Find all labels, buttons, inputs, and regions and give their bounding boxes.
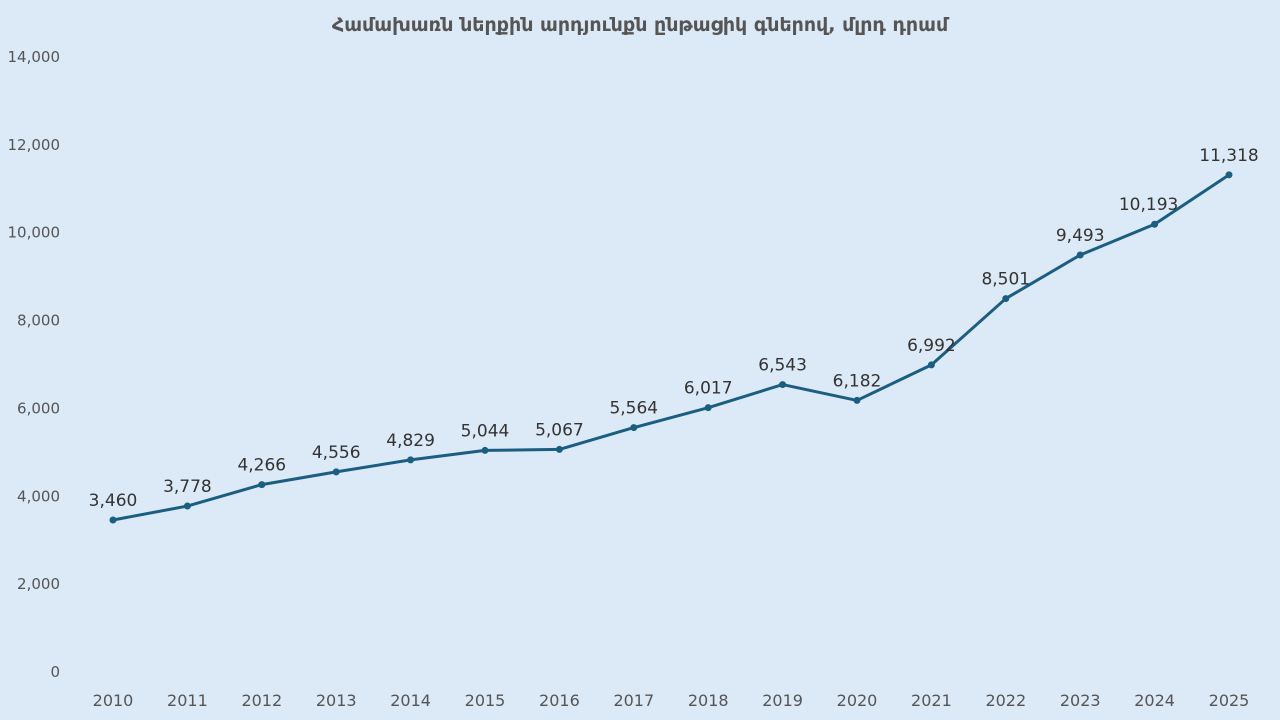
data-label: 5,564 (609, 399, 658, 419)
data-point (853, 396, 861, 404)
data-point (1225, 171, 1233, 179)
y-tick-label: 14,000 (8, 48, 61, 66)
x-tick-label: 2012 (241, 691, 282, 710)
x-tick-label: 2011 (167, 691, 208, 710)
data-point (704, 404, 712, 412)
y-tick-label: 4,000 (17, 487, 60, 505)
chart-title: Համախառն ներքին արդյունքն ընթացիկ գներով… (331, 14, 949, 36)
x-tick-label: 2022 (985, 691, 1026, 710)
y-tick-label: 12,000 (8, 136, 61, 154)
series-line (112, 173, 1230, 522)
data-label: 10,193 (1119, 195, 1178, 215)
data-label: 9,493 (1056, 226, 1105, 246)
data-label: 11,318 (1199, 146, 1258, 166)
x-tick-label: 2013 (316, 691, 357, 710)
x-tick-label: 2024 (1134, 691, 1175, 710)
data-label: 5,044 (461, 421, 510, 441)
data-label: 6,017 (684, 379, 733, 399)
x-tick-label: 2019 (762, 691, 803, 710)
y-tick-label: 0 (50, 663, 60, 681)
x-tick-label: 2017 (613, 691, 654, 710)
data-label: 3,778 (163, 477, 212, 497)
data-point (1002, 295, 1010, 303)
data-point (332, 468, 340, 476)
data-label: 4,266 (237, 456, 286, 476)
data-label: 3,460 (89, 491, 138, 511)
data-label: 6,182 (833, 371, 882, 391)
data-label: 4,829 (386, 431, 435, 451)
data-label: 5,067 (535, 420, 584, 440)
data-label: 4,556 (312, 443, 361, 463)
x-tick-label: 2021 (911, 691, 952, 710)
x-tick-label: 2018 (688, 691, 729, 710)
data-label: 8,501 (981, 270, 1030, 290)
x-tick-label: 2023 (1060, 691, 1101, 710)
y-tick-label: 2,000 (17, 575, 60, 593)
data-point (1151, 220, 1159, 228)
x-tick-label: 2016 (539, 691, 580, 710)
data-point (927, 361, 935, 369)
data-point (183, 502, 191, 510)
y-tick-label: 10,000 (8, 224, 61, 242)
data-point (555, 445, 563, 453)
y-tick-label: 8,000 (17, 312, 60, 330)
y-tick-label: 6,000 (17, 399, 60, 417)
x-tick-label: 2014 (390, 691, 431, 710)
x-tick-label: 2025 (1209, 691, 1250, 710)
data-point (481, 446, 489, 454)
data-point (258, 481, 266, 489)
data-label: 6,992 (907, 336, 956, 356)
data-point (779, 381, 787, 389)
data-point (407, 456, 415, 464)
data-label: 6,543 (758, 356, 807, 376)
data-point (630, 424, 638, 432)
x-tick-label: 2010 (93, 691, 134, 710)
data-point (1076, 251, 1084, 259)
data-point (109, 516, 117, 524)
x-tick-label: 2020 (837, 691, 878, 710)
x-tick-label: 2015 (465, 691, 506, 710)
